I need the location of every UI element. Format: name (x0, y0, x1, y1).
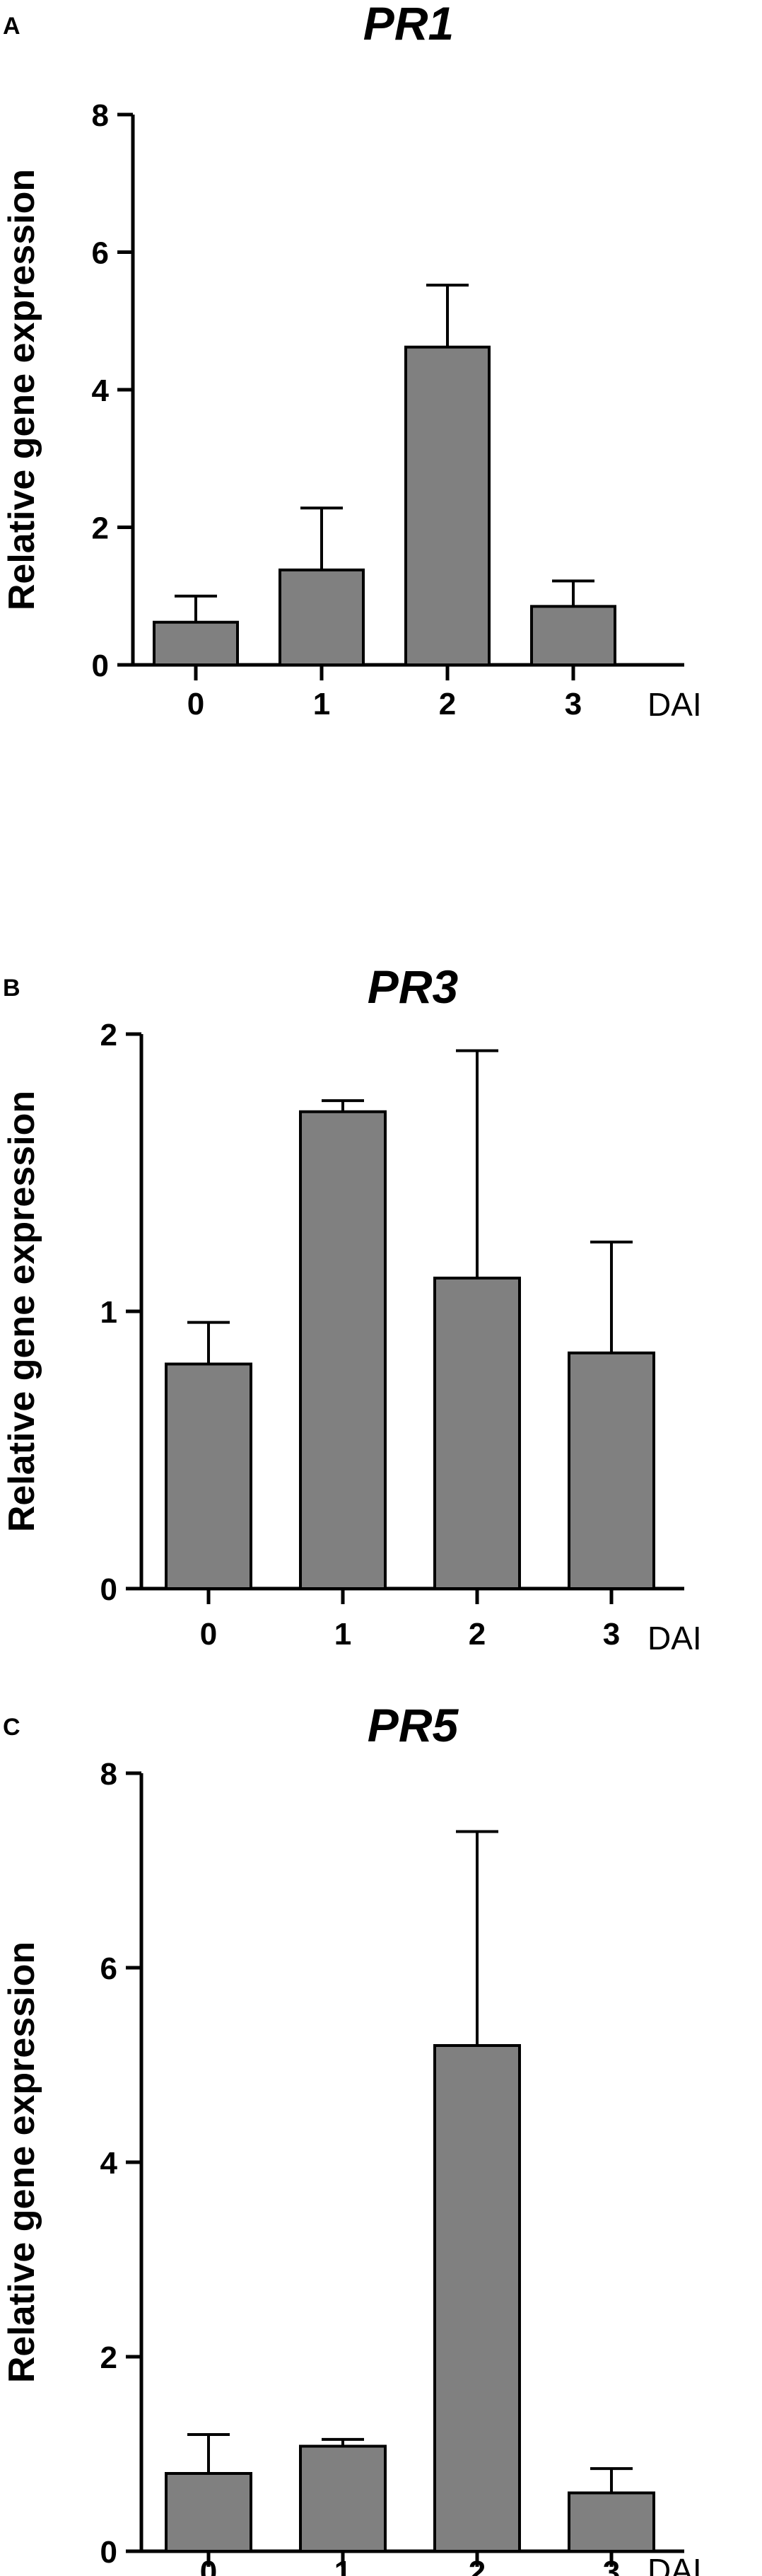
bar (165, 1362, 252, 1590)
x-tick-label: 3 (565, 687, 582, 721)
x-axis-unit-label: DAI (647, 686, 702, 723)
y-axis-label: Relative gene expression (1, 1091, 42, 1532)
y-axis-label: Relative gene expression (1, 169, 42, 610)
x-tick-label: 2 (469, 2555, 486, 2576)
bar (165, 2472, 252, 2553)
x-tick-label: 0 (200, 1617, 217, 1652)
x-tick-label: 3 (603, 1617, 620, 1652)
y-tick-label: 1 (100, 1295, 117, 1330)
x-tick-label: 1 (334, 1617, 351, 1652)
panel-letter: B (3, 975, 20, 1002)
panel-letter: C (3, 1714, 20, 1741)
y-tick-label: 0 (100, 2535, 117, 2570)
chart-panel-c: C PR5 Relative gene expression 0 2 4 6 8 0 1 2 3 DAI (1, 1699, 702, 2576)
bar (530, 605, 616, 667)
bar (299, 2444, 387, 2553)
y-tick-label: 2 (92, 511, 109, 546)
x-tick-label: 0 (200, 2555, 217, 2576)
x-tick-label: 2 (469, 1617, 486, 1652)
bar (568, 1351, 655, 1591)
bar (279, 568, 365, 666)
chart-panel-a: A PR1 Relative gene expression 0 2 4 6 8 0 1 2 3 DAI (1, 0, 702, 723)
y-tick-label: 0 (100, 1572, 117, 1607)
y-tick-label: 8 (92, 98, 109, 133)
y-tick-label: 2 (100, 2340, 117, 2375)
chart-panel-b: B PR3 Relative gene expression 0 1 2 0 1 2 3 DAI (1, 961, 702, 1657)
y-tick-label: 6 (100, 1951, 117, 1986)
x-tick-label: 1 (313, 687, 330, 721)
y-tick-label: 0 (92, 649, 109, 683)
chart-title: PR3 (368, 961, 458, 1013)
y-tick-label: 8 (100, 1757, 117, 1792)
chart-title: PR1 (363, 0, 454, 50)
x-tick-label: 3 (603, 2555, 620, 2576)
bar (153, 620, 239, 667)
y-tick-label: 4 (100, 2146, 118, 2181)
bar (299, 1110, 387, 1590)
y-tick-label: 4 (92, 373, 110, 408)
x-tick-label: 1 (334, 2555, 351, 2576)
x-tick-label: 2 (439, 687, 456, 721)
chart-title: PR5 (368, 1699, 459, 1751)
x-axis-unit-label: DAI (647, 1620, 702, 1657)
bar (433, 2044, 521, 2553)
bar (404, 345, 491, 666)
y-tick-label: 2 (100, 1018, 117, 1052)
y-axis-label: Relative gene expression (1, 1942, 42, 2383)
x-axis-unit-label: DAI (647, 2552, 702, 2576)
y-tick-label: 6 (92, 236, 109, 271)
x-tick-label: 0 (187, 687, 204, 721)
bar (568, 2491, 655, 2553)
panel-letter: A (3, 13, 20, 40)
bar (433, 1276, 521, 1590)
